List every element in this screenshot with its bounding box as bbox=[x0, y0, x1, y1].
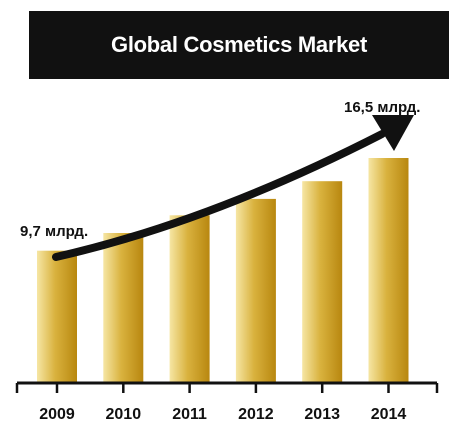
bar-2014 bbox=[368, 158, 409, 383]
bar-2012 bbox=[235, 198, 276, 383]
end-value-label: 16,5 млрд. bbox=[344, 99, 420, 116]
x-tick-label-2014: 2014 bbox=[371, 406, 407, 423]
x-tick-label-2012: 2012 bbox=[238, 406, 274, 423]
x-tick-label-2010: 2010 bbox=[106, 406, 142, 423]
trend-arrow-head bbox=[372, 115, 414, 151]
labels-group: 2009 2010 2011 2012 2013 2014 9,7 млрд. 16,5 мл… bbox=[20, 99, 420, 423]
x-axis bbox=[15, 381, 439, 393]
bar-2010 bbox=[103, 233, 144, 383]
trend-arrow-group bbox=[52, 115, 414, 261]
x-tick-label-2011: 2011 bbox=[172, 406, 207, 423]
bar-2011 bbox=[169, 215, 210, 383]
x-tick-label-2009: 2009 bbox=[39, 406, 75, 423]
start-value-label: 9,7 млрд. bbox=[20, 223, 88, 240]
bars-group bbox=[37, 158, 409, 383]
x-tick-label-2013: 2013 bbox=[304, 406, 340, 423]
trend-arrow-line bbox=[52, 130, 386, 261]
chart-title: Global Cosmetics Market bbox=[111, 32, 367, 57]
bar-2009 bbox=[37, 250, 77, 383]
title-banner: Global Cosmetics Market bbox=[29, 11, 449, 79]
bar-2013 bbox=[302, 181, 343, 383]
